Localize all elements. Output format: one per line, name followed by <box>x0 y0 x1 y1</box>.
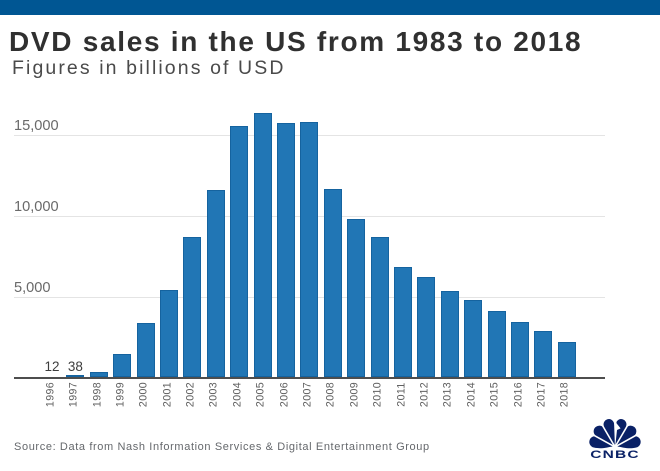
svg-text:CNBC: CNBC <box>590 449 639 461</box>
